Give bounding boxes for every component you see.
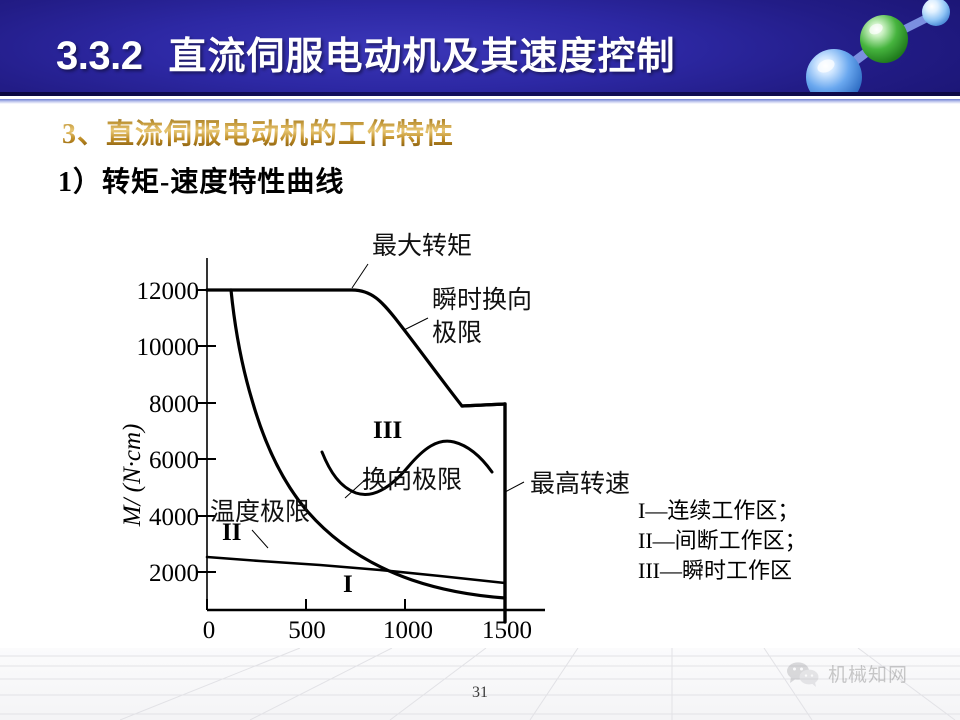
x-tick-label: 0 — [203, 617, 216, 644]
y-tick-label: 12000 — [137, 278, 200, 305]
floor-grid-decoration — [0, 648, 960, 720]
y-tick-label: 4000 — [149, 504, 199, 531]
curve-region-III-inner — [320, 439, 494, 496]
annotation-max-torque: 最大转矩 — [372, 232, 472, 260]
page-title: 3.3.2 直流伺服电动机及其速度控制 — [56, 36, 675, 76]
annotation-leaders — [251, 263, 525, 549]
header-divider-gap — [0, 96, 960, 99]
annotation-max-speed: 最高转速 — [530, 470, 630, 498]
x-tick-label: 500 — [288, 617, 326, 644]
y-tick-label: 10000 — [137, 334, 200, 361]
curve-commutation-limit — [229, 288, 507, 600]
annotation-instant-commutation-limit-line2: 极限 — [432, 319, 482, 347]
annotation-temperature-limit: 温度极限 — [210, 498, 310, 526]
x-ticks — [206, 599, 506, 610]
curve-max-torque-and-instant-limit — [205, 288, 507, 408]
section-number: 3.3.2 — [56, 34, 143, 78]
y-axis-label: M/ (N·cm) — [119, 424, 146, 528]
x-tick-label: 1000 — [383, 617, 433, 644]
y-tick-label: 2000 — [149, 560, 199, 587]
page-number: 31 — [472, 684, 488, 701]
annotation-instant-commutation-limit: 瞬时换向 — [432, 286, 532, 314]
curve-upper-boundary-tail — [460, 402, 507, 408]
section-title: 直流伺服电动机及其速度控制 — [168, 36, 676, 78]
molecule-chain-icon — [806, 0, 950, 92]
watermark: 机械知网 — [786, 660, 908, 687]
bullet-working-characteristics: 3、直流伺服电动机的工作特性 — [62, 112, 454, 152]
watermark-text: 机械知网 — [828, 665, 909, 686]
legend-item: III—瞬时工作区 — [638, 558, 792, 583]
x-tick-label: 1500 — [482, 617, 532, 644]
chart-legend: I—连续工作区； II—间断工作区； III—瞬时工作区 — [638, 498, 807, 583]
chart-axes — [206, 258, 545, 612]
header-banner: 3.3.2 直流伺服电动机及其速度控制 — [0, 0, 960, 92]
bullet-torque-speed-curve: 1）转矩-速度特性曲线 — [58, 167, 345, 198]
region-label-III: III — [373, 417, 402, 444]
curve-temperature-limit — [205, 555, 507, 585]
header-divider-dark — [0, 92, 960, 96]
legend-item: I—连续工作区； — [638, 498, 799, 523]
wechat-icon — [787, 661, 819, 687]
legend-item: II—间断工作区； — [638, 528, 807, 553]
y-tick-labels: 12000 10000 8000 6000 4000 2000 — [137, 278, 200, 587]
annotation-commutation-limit: 换向极限 — [362, 466, 462, 494]
region-label-I: I — [343, 571, 353, 598]
region-label-II: II — [222, 519, 241, 546]
x-tick-labels: 0 500 1000 1500 — [203, 617, 532, 644]
header-divider-gradient — [0, 99, 960, 104]
torque-speed-chart: 12000 10000 8000 6000 4000 2000 0 500 10… — [0, 210, 960, 670]
y-tick-label: 6000 — [149, 447, 199, 474]
y-tick-label: 8000 — [149, 391, 199, 418]
perspective-grid-icon — [0, 648, 960, 720]
